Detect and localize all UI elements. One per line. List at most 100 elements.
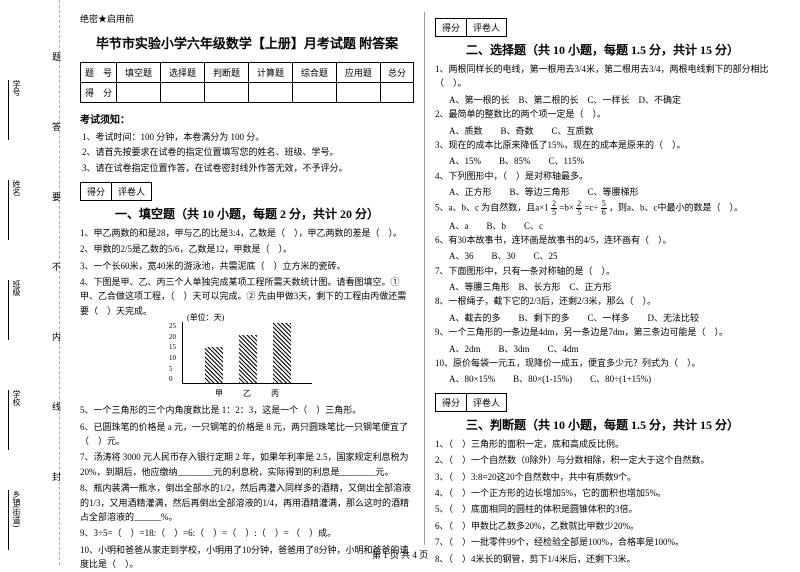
question: 3、现在的成本比原来降低了15%，现在的成本是原来的（ ）。	[435, 138, 770, 152]
question: 4、下列图形中，（ ）是对称轴最多。	[435, 169, 770, 183]
page: 绝密★启用前 毕节市实验小学六年级数学【上册】月考试题 附答案 题 号 填空题 …	[0, 0, 800, 545]
xtick: 丙	[271, 388, 279, 399]
cell[interactable]	[292, 83, 336, 103]
grader-label: 评卷人	[112, 183, 151, 200]
left-column: 绝密★启用前 毕节市实验小学六年级数学【上册】月考试题 附答案 题 号 填空题 …	[70, 12, 425, 545]
cell: 填空题	[117, 63, 161, 83]
ytick: 10	[169, 354, 176, 362]
bar-bing	[273, 323, 291, 383]
cell[interactable]	[160, 83, 204, 103]
cell[interactable]	[248, 83, 292, 103]
field-township: 乡镇(街道)	[8, 490, 22, 550]
options: A、2dm B、3dm C、4dm	[435, 342, 770, 356]
cell: 题 号	[81, 63, 117, 83]
right-column: 得分 评卷人 二、选择题（共 10 小题，每题 1.5 分，共计 15 分） 1…	[425, 12, 780, 545]
seal-char: 线	[52, 400, 61, 413]
grader-label: 评卷人	[467, 19, 506, 36]
field-id: 学号	[8, 80, 22, 140]
score-label: 得分	[436, 19, 467, 36]
question: 4、下图是甲、乙、丙三个人单独完成某项工程所需天数统计图。请看图填空。① 甲、乙…	[80, 275, 414, 318]
grader-box: 得分 评卷人	[435, 393, 507, 412]
question: 4、（ ）一个正方形的边长增加5%，它的面积也增加5%。	[435, 486, 770, 500]
y-label: (单位：天)	[187, 312, 224, 323]
options: A、15% B、85% C、115%	[435, 154, 770, 168]
seal-char: 题	[52, 50, 61, 63]
ytick: 20	[169, 333, 176, 341]
question-5: 5、a、b、c 为自然数，且a×1 25 =b× 25 =c÷ 56 ，则a、b…	[435, 200, 770, 217]
question: 1、甲乙两数的和是28，甲与乙的比是3:4，乙数是（ ），甲乙两数的差是（ ）。	[80, 226, 414, 240]
question: 2、甲数的2/5是乙数的5/6，乙数是12，甲数是（ ）。	[80, 242, 414, 256]
cell: 应用题	[336, 63, 380, 83]
seal-char: 答	[52, 120, 61, 133]
score-table: 题 号 填空题 选择题 判断题 计算题 综合题 应用题 总分 得 分	[80, 62, 414, 103]
notice-item: 3、请在试卷指定位置作答，在试卷密封线外作答无效，不予评分。	[82, 161, 414, 176]
q5-text: =b×	[559, 202, 574, 212]
fraction: 56	[601, 200, 607, 217]
section-3-title: 三、判断题（共 10 小题，每题 1.5 分，共计 15 分）	[435, 416, 770, 433]
field-school: 学校	[8, 390, 22, 450]
question: 5、一个三角形的三个内角度数比是 1：2：3，这是一个（ ）三角形。	[80, 403, 414, 417]
bar-chart: 25 20 15 10 5 0 (单位：天)	[182, 322, 312, 384]
question: 8、一根绳子，截下它的2/3后，还剩2/3米，那么（ ）。	[435, 294, 770, 308]
options: A、质数 B、奇数 C、互质数	[435, 124, 770, 138]
section-head: 得分 评卷人	[435, 18, 770, 37]
seal-char: 要	[52, 190, 61, 203]
notice-heading: 考试须知：	[80, 111, 414, 126]
question: 9、一个三角形的一条边是4dm，另一条边是7dm，第三条边可能是（ ）。	[435, 325, 770, 339]
secret-label: 绝密★启用前	[80, 12, 414, 25]
cell: 判断题	[204, 63, 248, 83]
seal-char: 不	[52, 260, 61, 273]
question: 2、最简单的整数比的两个项一定是（ ）。	[435, 107, 770, 121]
question: 1、（ ）三角形的面积一定，底和高成反比例。	[435, 437, 770, 451]
ytick: 0	[169, 375, 176, 383]
seal-char: 封	[52, 470, 61, 483]
options: A、正方形 B、等边三角形 C、等腰梯形	[435, 185, 770, 199]
question: 3、一个长60米，宽40米的游泳池，共需泥底（ ）立方米的瓷砖。	[80, 259, 414, 273]
options: A、截去的多 B、剩下的多 C、一样多 D、无法比较	[435, 311, 770, 325]
question: 2、（ ）一个自然数（0除外）与分数相除，积一定大于这个自然数。	[435, 453, 770, 467]
question: 8、瓶内装满一瓶水，倒出全部水的1/2，然后再灌入同样多的酒精，又倒出全部溶液的…	[80, 481, 414, 524]
notice-list: 1、考试时间：100 分钟，本卷满分为 100 分。 2、请首先按要求在试卷的指…	[80, 130, 414, 176]
xtick: 甲	[215, 388, 223, 399]
q5-text: ，则a、b、c中最小的数是（ ）。	[609, 202, 743, 212]
table-row: 题 号 填空题 选择题 判断题 计算题 综合题 应用题 总分	[81, 63, 414, 83]
bar-yi	[239, 335, 257, 383]
grader-box: 得分 评卷人	[435, 18, 507, 37]
question: 7、汤涛将 3000 元人民币存入银行定期 2 年，如果年利率是 2.5，国家规…	[80, 450, 414, 479]
score-label: 得分	[436, 394, 467, 411]
exam-title: 毕节市实验小学六年级数学【上册】月考试题 附答案	[80, 33, 414, 52]
binding-margin: 乡镇(街道) 学校 班级 姓名 学号 封 线 内 不 要 答 题	[0, 0, 60, 565]
options: A、36 B、30 C、25	[435, 249, 770, 263]
ytick: 25	[169, 322, 176, 330]
cell: 总分	[380, 63, 413, 83]
cell[interactable]	[380, 83, 413, 103]
question: 7、下面图形中，只有一条对称轴的是（ ）。	[435, 264, 770, 278]
notice-item: 2、请首先按要求在试卷的指定位置填写您的姓名、班级、学号。	[82, 145, 414, 160]
question: 10、原价每袋一元五，现降价一成五，便宜多少元？列式为（ ）。	[435, 356, 770, 370]
cell: 计算题	[248, 63, 292, 83]
options: A、80×15% B、80×(1-15%) C、80÷(1+15%)	[435, 372, 770, 386]
ytick: 5	[169, 365, 176, 373]
cell[interactable]	[336, 83, 380, 103]
question: 6、（ ）甲数比乙数多20%，乙数就比甲数少20%。	[435, 519, 770, 533]
xtick: 乙	[243, 388, 251, 399]
grader-box: 得分 评卷人	[80, 182, 152, 201]
page-footer: 第 1 页 共 4 页	[0, 548, 800, 561]
options: A、等腰三角形 B、长方形 C、正方形	[435, 280, 770, 294]
question: 6、已圆珠笔的价格是 a 元，一只钢笔的价格是 8 元，两只圆珠笔比一只钢笔便宜…	[80, 420, 414, 449]
question: 3、（ ）3:8=20这20个自然数中，共中有质数9个。	[435, 470, 770, 484]
section-head: 得分 评卷人	[80, 182, 414, 201]
cell[interactable]	[117, 83, 161, 103]
score-label: 得分	[81, 183, 112, 200]
table-row: 得 分	[81, 83, 414, 103]
question: 9、3÷5=（ ）=18:（ ）=6:（ ）=（ ）:（ ）= （ ）成。	[80, 526, 414, 540]
options: A、第一根的长 B、第二根的长 C、一样长 D、不确定	[435, 93, 770, 107]
cell[interactable]	[204, 83, 248, 103]
field-name: 姓名	[8, 180, 22, 240]
q5-text: 5、a、b、c 为自然数，且a×1	[435, 202, 549, 212]
bar-jia	[205, 347, 223, 383]
y-axis: 25 20 15 10 5 0	[169, 322, 176, 383]
x-axis: 甲 乙 丙	[182, 388, 312, 399]
fraction: 25	[576, 200, 582, 217]
seal-char: 内	[52, 330, 61, 343]
